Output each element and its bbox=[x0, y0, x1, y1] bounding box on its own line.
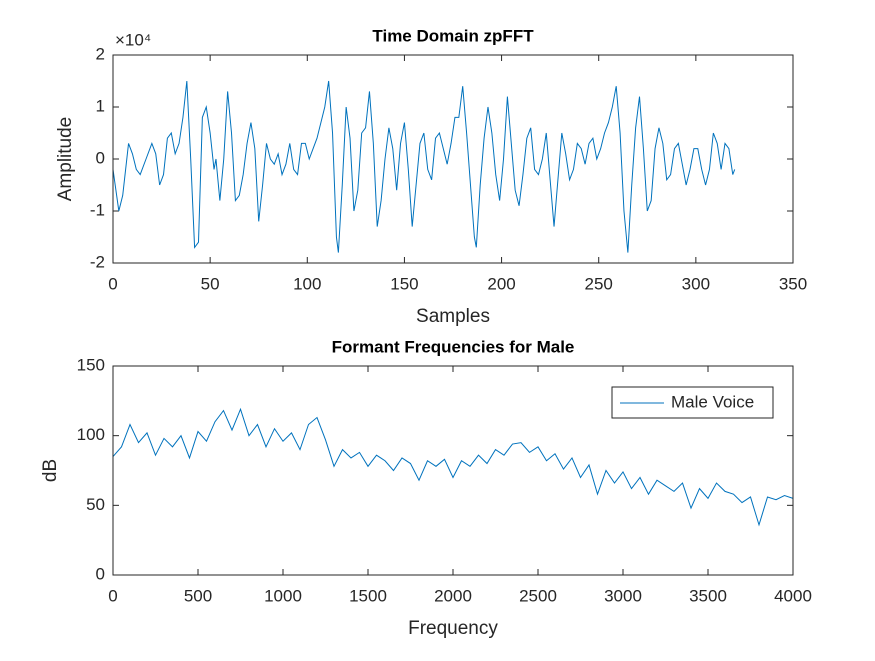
data-line bbox=[112, 407, 794, 527]
x-tick-label: 1000 bbox=[264, 586, 302, 605]
y-tick-label: 0 bbox=[96, 564, 105, 583]
x-tick-label: 150 bbox=[390, 274, 418, 293]
y-tick-label: 150 bbox=[77, 355, 105, 374]
x-tick-label: 0 bbox=[108, 274, 117, 293]
x-tick-label: 3500 bbox=[689, 586, 727, 605]
x-tick-label: 1500 bbox=[349, 586, 387, 605]
y-tick-label: -2 bbox=[90, 252, 105, 271]
data-line bbox=[112, 80, 736, 253]
plot-area bbox=[113, 55, 793, 263]
y-tick-label: 100 bbox=[77, 425, 105, 444]
x-tick-label: 250 bbox=[585, 274, 613, 293]
axes-box bbox=[112, 365, 794, 576]
x-tick-label: 200 bbox=[487, 274, 515, 293]
x-tick-label: 0 bbox=[108, 586, 117, 605]
x-axis-label: Frequency bbox=[408, 618, 498, 639]
y-tick-label: 2 bbox=[96, 44, 105, 63]
y-exponent-label: ×10⁴ bbox=[115, 30, 151, 49]
x-tick-label: 350 bbox=[779, 274, 807, 293]
x-axis-label: Samples bbox=[416, 306, 490, 327]
y-tick-label: -1 bbox=[90, 200, 105, 219]
x-tick-label: 100 bbox=[293, 274, 321, 293]
y-axis-label: Amplitude bbox=[55, 117, 76, 202]
chart-title: Formant Frequencies for Male bbox=[332, 337, 575, 356]
x-tick-label: 300 bbox=[682, 274, 710, 293]
axes-box bbox=[112, 54, 794, 264]
y-tick-label: 0 bbox=[96, 148, 105, 167]
y-axis-label: dB bbox=[40, 459, 61, 482]
x-tick-label: 500 bbox=[184, 586, 212, 605]
y-tick-label: 50 bbox=[86, 495, 105, 514]
x-tick-label: 2500 bbox=[519, 586, 557, 605]
legend-label: Male Voice bbox=[671, 392, 754, 411]
x-tick-label: 2000 bbox=[434, 586, 472, 605]
x-tick-label: 4000 bbox=[774, 586, 812, 605]
chart-title: Time Domain zpFFT bbox=[372, 26, 534, 45]
y-tick-label: 1 bbox=[96, 96, 105, 115]
x-tick-label: 3000 bbox=[604, 586, 642, 605]
x-tick-label: 50 bbox=[201, 274, 220, 293]
